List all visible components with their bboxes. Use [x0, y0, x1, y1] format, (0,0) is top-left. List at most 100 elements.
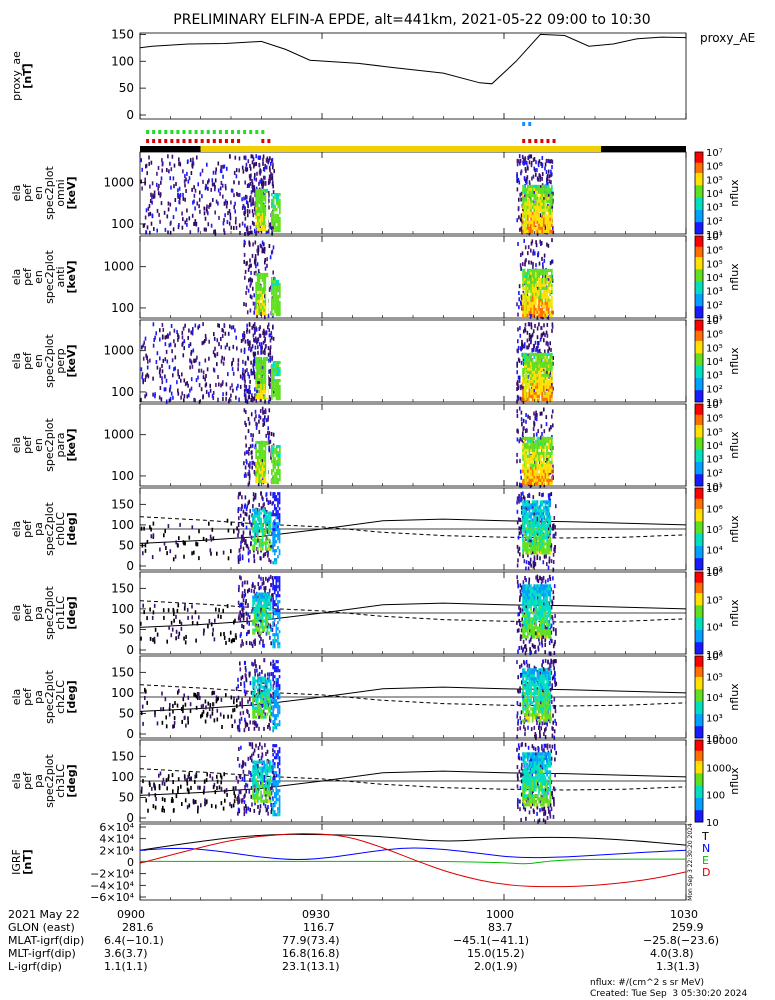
- spectrogram-pixel: [533, 509, 536, 513]
- spectrogram-pixel: [538, 187, 540, 191]
- spectrogram-pixel: [267, 436, 270, 441]
- spectrogram-pixel: [544, 478, 547, 482]
- spectrogram-pixel: [549, 352, 552, 356]
- spectrogram-pixel: [546, 399, 548, 404]
- spectrogram-pixel: [215, 199, 218, 204]
- spectrogram-pixel: [165, 378, 168, 383]
- spectrogram-pixel: [258, 520, 261, 524]
- spectrogram-pixel: [541, 292, 544, 296]
- spectrogram-pixel: [277, 280, 280, 284]
- spectrogram-pixel: [258, 342, 261, 347]
- spectrogram-pixel: [205, 389, 208, 394]
- spectrogram-pixel: [523, 506, 526, 510]
- spectrogram-pixel: [522, 509, 524, 513]
- spectrogram-pixel: [530, 537, 532, 542]
- spectrogram-pixel: [149, 230, 151, 235]
- spectrogram-pixel: [528, 524, 531, 528]
- spectrogram-pixel: [255, 520, 258, 524]
- spectrogram-pixel: [544, 509, 547, 513]
- spectrogram-pixel: [546, 385, 548, 389]
- spectrogram-pixel: [530, 551, 532, 555]
- spectrogram-pixel: [255, 290, 257, 295]
- spectrogram-pixel: [535, 202, 537, 206]
- spectrogram-pixel: [203, 206, 206, 211]
- spectrogram-pixel: [538, 261, 541, 266]
- spectrogram-pixel: [527, 229, 529, 233]
- spectrogram-pixel: [535, 301, 537, 305]
- spectrogram-pixel: [251, 160, 254, 165]
- spectrogram-pixel: [267, 426, 269, 431]
- spectrogram-pixel: [252, 433, 254, 438]
- spectrogram-pixel: [549, 289, 552, 293]
- spectrogram-pixel: [247, 482, 250, 487]
- spectrogram-pixel: [535, 208, 537, 212]
- spectrogram-pixel: [532, 251, 534, 256]
- spectrogram-pixel: [531, 223, 534, 227]
- spectrogram-pixel: [211, 527, 214, 532]
- spectrogram-pixel: [258, 224, 261, 229]
- spectrogram-pixel: [277, 370, 280, 374]
- spectrogram-pixel: [153, 190, 156, 195]
- spectrogram-pixel: [543, 310, 545, 314]
- spectrogram-pixel: [531, 193, 534, 197]
- spectrogram-pixel: [249, 176, 251, 180]
- spectrogram-pixel: [146, 372, 149, 377]
- spectrogram-pixel: [278, 501, 281, 505]
- spectrogram-pixel: [531, 361, 534, 365]
- spectrogram-pixel: [258, 502, 260, 507]
- spectrogram-pixel: [269, 529, 272, 533]
- spectrogram-pixel: [526, 180, 528, 185]
- spectrogram-pixel: [260, 359, 262, 364]
- spectrogram-pixel: [535, 382, 537, 386]
- spectrogram-pixel: [274, 451, 276, 455]
- spectrogram-pixel: [222, 392, 224, 397]
- spectrogram-pixel: [163, 210, 166, 215]
- spectrogram-pixel: [274, 379, 276, 383]
- colorbar-segment: [695, 342, 703, 346]
- spectrogram-pixel: [546, 382, 548, 386]
- spectrogram-pixel: [233, 170, 236, 175]
- spectrogram-pixel: [275, 475, 278, 479]
- spectrogram-pixel: [255, 452, 257, 457]
- spectrogram-pixel: [274, 286, 276, 290]
- spectrogram-pixel: [191, 364, 194, 369]
- spectrogram-pixel: [551, 364, 553, 368]
- spectrogram-pixel: [220, 359, 223, 364]
- spectrogram-pixel: [549, 539, 552, 543]
- spectrogram-pixel: [261, 395, 264, 400]
- spectrogram-pixel: [162, 358, 165, 363]
- spectrogram-pixel: [271, 202, 273, 206]
- spectrogram-pixel: [539, 208, 542, 212]
- spectrogram-pixel: [254, 240, 257, 245]
- spectrogram-pixel: [275, 510, 278, 514]
- spectrogram-pixel: [245, 410, 247, 414]
- spectrogram-pixel: [520, 171, 522, 176]
- spectrogram-pixel: [527, 539, 529, 543]
- spectrogram-pixel: [274, 193, 276, 197]
- spectrogram-pixel: [518, 180, 521, 185]
- spectrogram-pixel: [248, 183, 250, 188]
- spectrogram-pixel: [140, 158, 142, 163]
- spectrogram-pixel: [551, 379, 553, 383]
- spectrogram-pixel: [272, 525, 274, 529]
- spectrogram-pixel: [535, 352, 537, 356]
- spectrogram-pixel: [254, 338, 257, 343]
- spectrogram-pixel: [538, 159, 541, 164]
- spectrogram-pixel: [277, 388, 280, 392]
- spectrogram-pixel: [264, 395, 267, 400]
- spectrogram-pixel: [255, 356, 257, 361]
- spectrogram-pixel: [243, 331, 245, 335]
- spectrogram-pixel: [536, 223, 539, 227]
- spectrogram-pixel: [275, 229, 278, 233]
- spectrogram-pixel: [535, 515, 537, 519]
- spectrogram-pixel: [543, 226, 545, 230]
- spectrogram-pixel: [538, 199, 540, 203]
- spectrogram-pixel: [245, 387, 247, 392]
- spectrogram-pixel: [530, 271, 532, 275]
- spectrogram-pixel: [250, 281, 252, 286]
- spectrogram-pixel: [525, 448, 528, 452]
- spectrogram-pixel: [261, 538, 264, 542]
- spectrogram-pixel: [271, 501, 273, 506]
- spectrogram-pixel: [256, 299, 259, 304]
- spectrogram-pixel: [205, 227, 207, 232]
